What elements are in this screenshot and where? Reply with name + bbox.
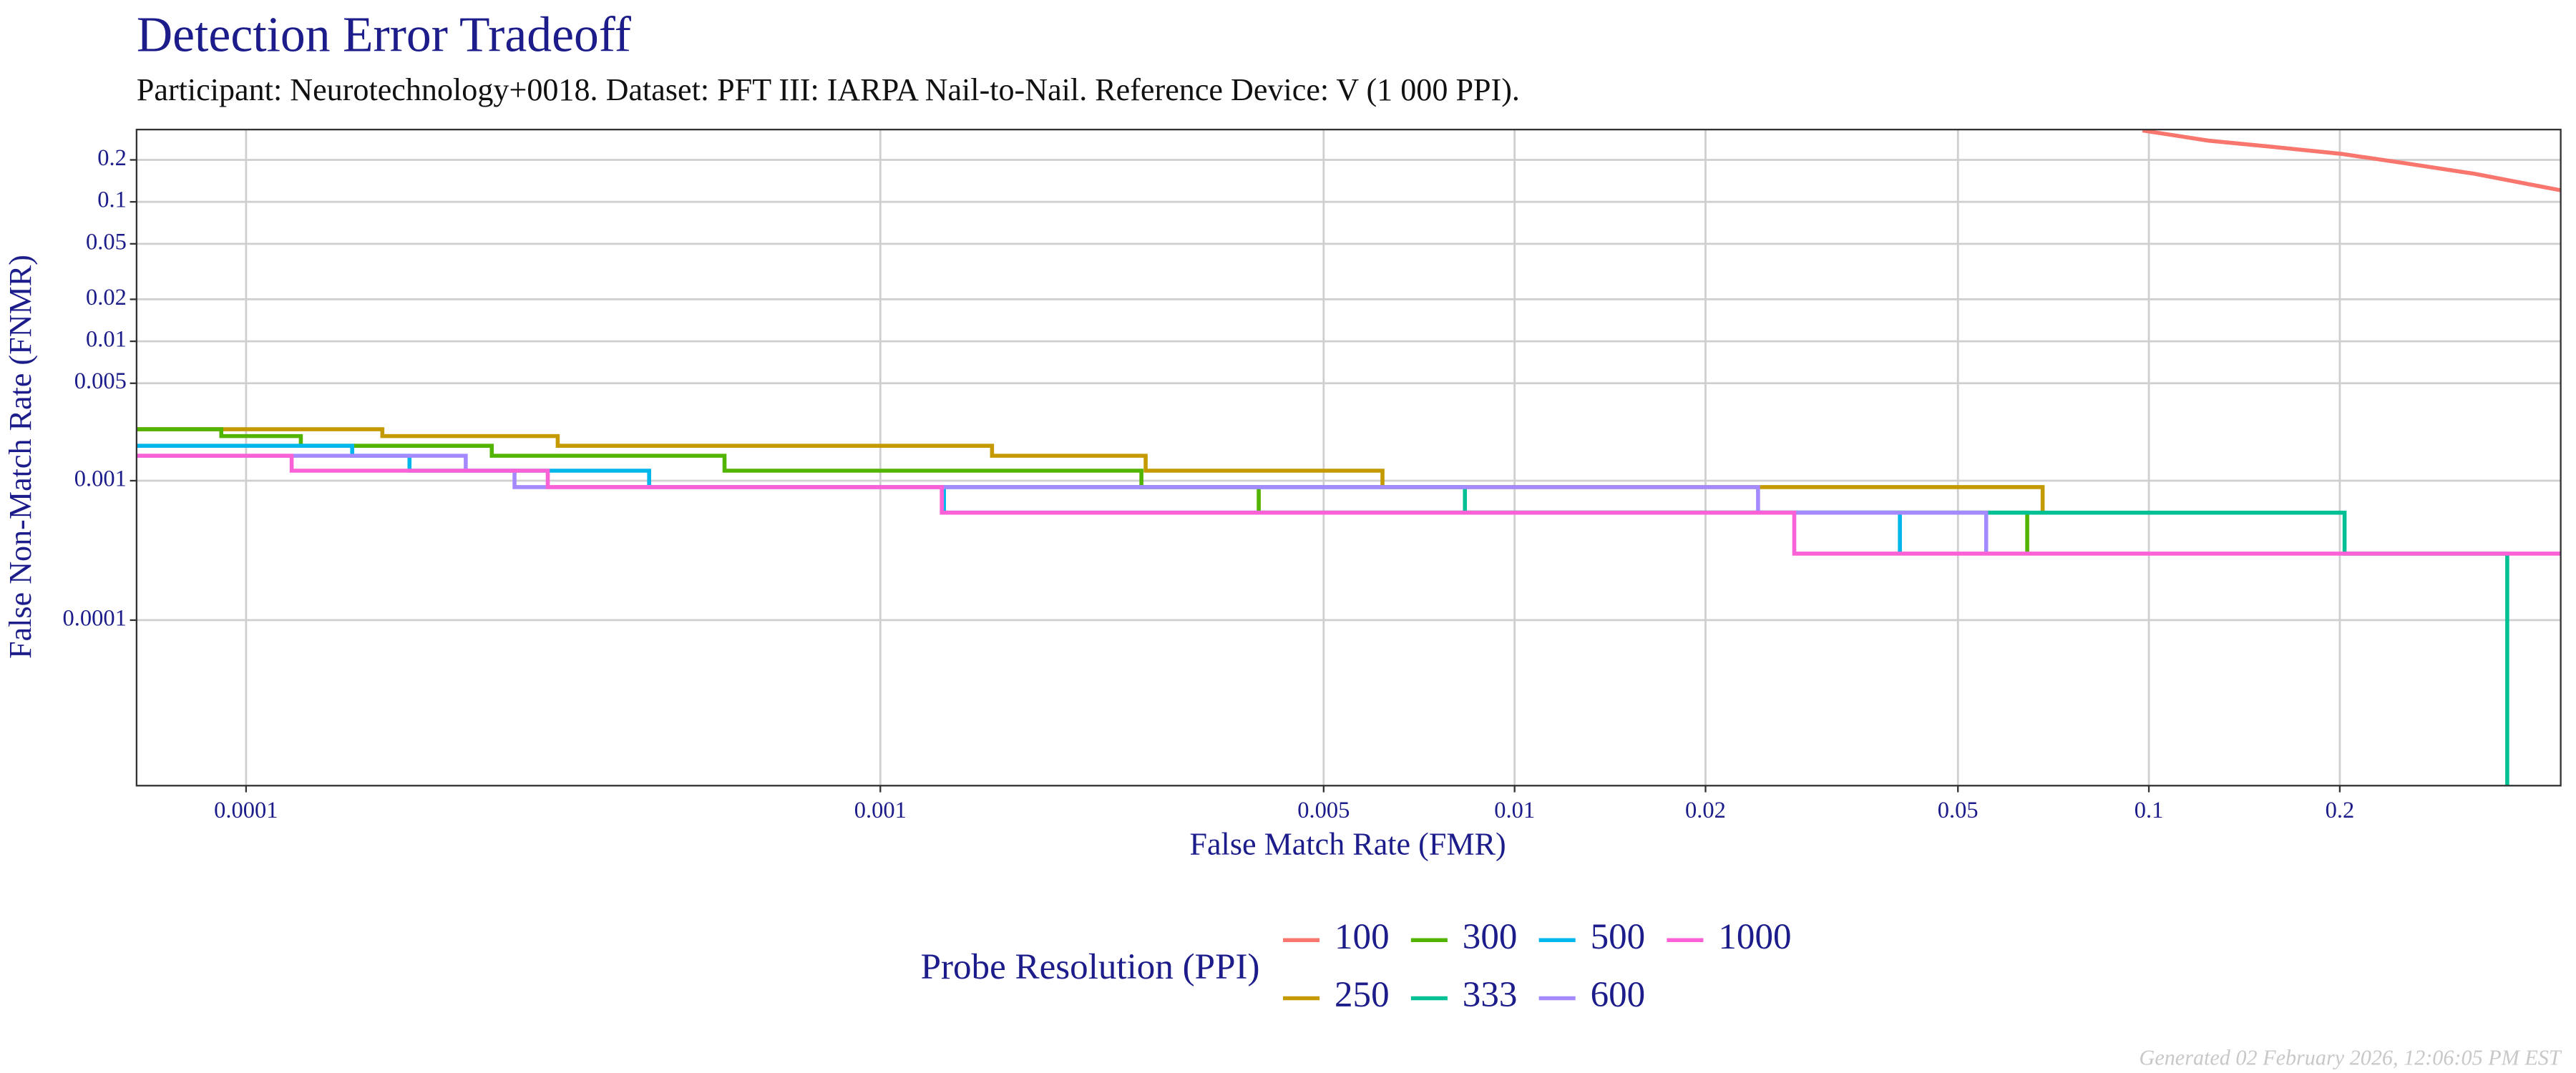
x-tick-label: 0.0001 [214, 798, 278, 823]
footer: Generated 02 February 2026, 12:06:05 PM … [2140, 1045, 2562, 1069]
legend-label: 600 [1591, 974, 1646, 1015]
legend-title: Probe Resolution (PPI) [921, 946, 1260, 987]
series-line [136, 427, 2029, 554]
legend: 100 250 300 333 500 600 1000 [1283, 916, 1792, 1015]
y-tick-label: 0.005 [74, 368, 127, 394]
x-tick-label: 0.001 [854, 798, 907, 823]
y-tick-label: 0.05 [86, 229, 127, 255]
y-axis-title: False Non-Match Rate (FNMR) [3, 255, 38, 659]
y-tick-label: 0.1 [97, 187, 127, 213]
y-tick-label: 0.0001 [63, 605, 127, 631]
legend-label: 500 [1591, 916, 1646, 957]
legend-label: 100 [1335, 916, 1390, 957]
y-tick-label: 0.01 [86, 327, 127, 353]
chart-subtitle: Participant: Neurotechnology+0018. Datas… [137, 72, 1520, 107]
chart-title: Detection Error Tradeoff [137, 8, 632, 63]
x-axis-title: False Match Rate (FMR) [1189, 826, 1506, 861]
series-line [2142, 129, 2561, 192]
panel-border [135, 128, 2562, 787]
x-tick-label: 0.2 [2326, 798, 2355, 823]
x-tick-label: 0.1 [2135, 798, 2164, 823]
series-line [136, 454, 1989, 554]
x-tick-label: 0.05 [1938, 798, 1979, 823]
y-tick-label: 0.02 [86, 285, 127, 310]
series-line [136, 454, 2561, 556]
y-tick-label: 0.001 [74, 466, 127, 491]
x-tick-label: 0.01 [1494, 798, 1535, 823]
plot-lines [136, 129, 2561, 786]
x-tick-label: 0.005 [1297, 798, 1350, 823]
y-tick-label: 0.2 [97, 145, 127, 171]
x-tick-label: 0.02 [1685, 798, 1726, 823]
legend-label: 250 [1335, 974, 1390, 1015]
legend-label: 333 [1463, 974, 1518, 1015]
legend-label: 1000 [1718, 916, 1791, 957]
legend-label: 300 [1463, 916, 1518, 957]
grid [136, 129, 2561, 786]
